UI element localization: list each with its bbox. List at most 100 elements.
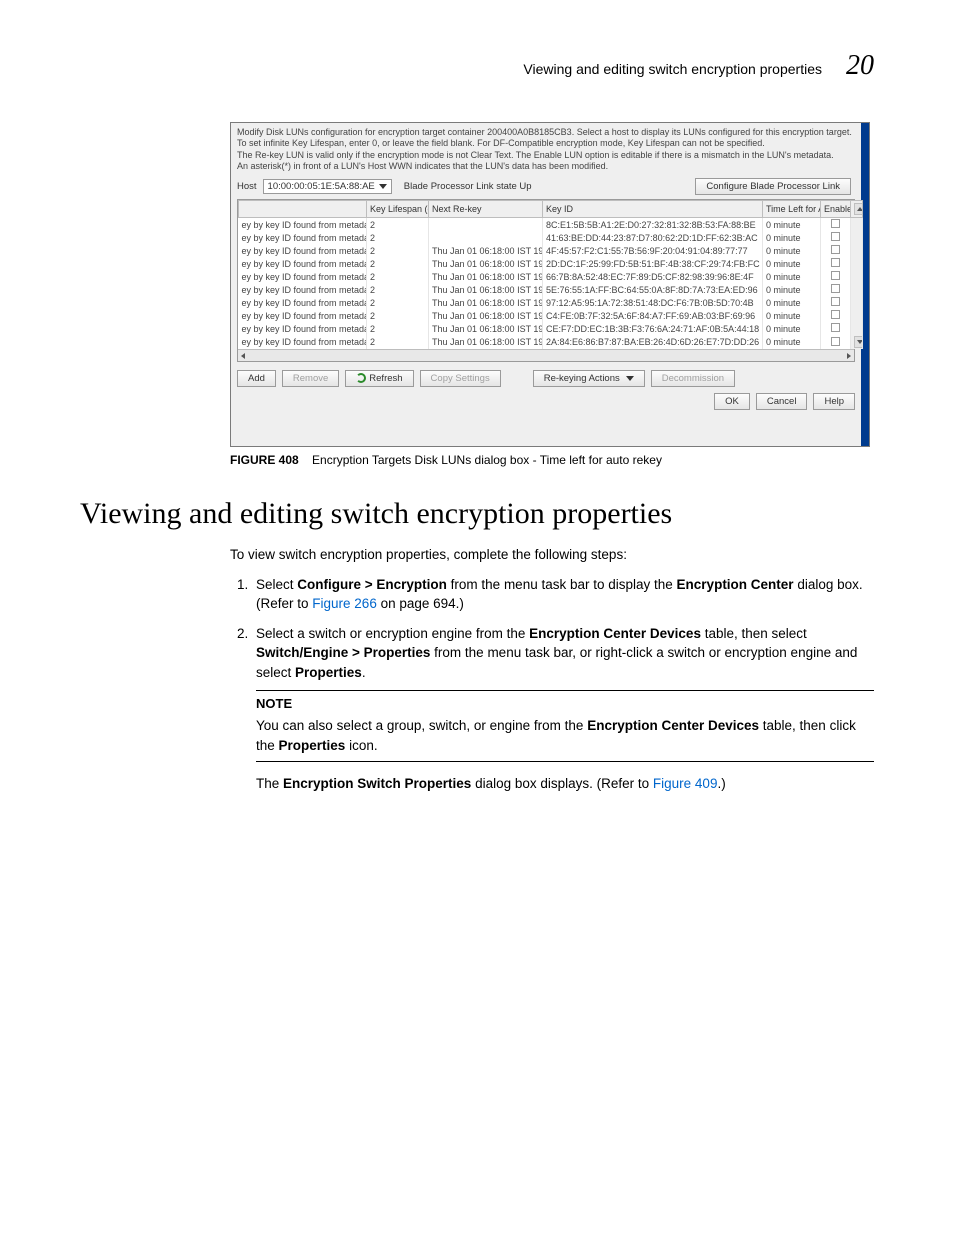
decommission-button[interactable]: Decommission — [651, 370, 735, 387]
table-cell: ey by key ID found from metadata) — [239, 296, 367, 309]
rekey-label: Re-keying Actions — [544, 373, 620, 384]
table-cell: Thu Jan 01 06:18:00 IST 1970 — [429, 257, 543, 270]
table-cell: Thu Jan 01 06:18:00 IST 1970 — [429, 296, 543, 309]
table-cell: C4:FE:0B:7F:32:5A:6F:84:A7:FF:69:AB:03:B… — [543, 309, 763, 322]
scroll-down[interactable] — [854, 336, 863, 348]
enable-cell[interactable] — [821, 218, 851, 232]
dialog-action-row: Add Remove Refresh Copy Settings Re-keyi… — [231, 362, 869, 387]
enable-cell[interactable] — [821, 335, 851, 349]
ui-name: Encryption Switch Properties — [283, 776, 471, 791]
help-button[interactable]: Help — [813, 393, 855, 410]
desc-line: Modify Disk LUNs configuration for encry… — [237, 127, 855, 138]
table-row[interactable]: ey by key ID found from metadata)28C:E1:… — [239, 218, 863, 232]
menu-path: Configure > Encryption — [297, 577, 447, 592]
column-header[interactable]: Enable — [821, 201, 851, 218]
text: table, then select — [701, 626, 807, 641]
ui-name: Encryption Center — [677, 577, 794, 592]
table-cell: 0 minute — [763, 309, 821, 322]
enable-cell[interactable] — [821, 231, 851, 244]
checkbox-icon — [831, 271, 840, 280]
scroll-track[interactable] — [851, 244, 863, 257]
closing-paragraph: The Encryption Switch Properties dialog … — [256, 774, 874, 794]
rekeying-actions-button[interactable]: Re-keying Actions — [533, 370, 645, 387]
scroll-track[interactable] — [851, 335, 863, 349]
column-header[interactable]: Time Left for Auto Re-key — [763, 201, 821, 218]
table-row[interactable]: ey by key ID found from metadata)2Thu Ja… — [239, 309, 863, 322]
table-row[interactable]: ey by key ID found from metadata)2Thu Ja… — [239, 296, 863, 309]
enable-cell[interactable] — [821, 270, 851, 283]
text: on page 694.) — [377, 596, 464, 611]
scroll-track[interactable] — [851, 231, 863, 244]
table-cell: 0 minute — [763, 335, 821, 349]
configure-link-button[interactable]: Configure Blade Processor Link — [695, 178, 851, 195]
column-header[interactable] — [239, 201, 367, 218]
scroll-track[interactable] — [851, 296, 863, 309]
column-header[interactable]: Key ID — [543, 201, 763, 218]
table-row[interactable]: ey by key ID found from metadata)2Thu Ja… — [239, 244, 863, 257]
ui-name: Encryption Center Devices — [529, 626, 701, 641]
scroll-up[interactable] — [851, 201, 863, 218]
copy-settings-button[interactable]: Copy Settings — [420, 370, 501, 387]
table-row[interactable]: ey by key ID found from metadata)2Thu Ja… — [239, 257, 863, 270]
scroll-track[interactable] — [851, 257, 863, 270]
table-cell: Thu Jan 01 06:18:00 IST 1970 — [429, 309, 543, 322]
ok-button[interactable]: OK — [714, 393, 750, 410]
figure-link[interactable]: Figure 409 — [653, 776, 718, 791]
table-cell: 2D:DC:1F:25:99:FD:5B:51:BF:4B:38:CF:29:7… — [543, 257, 763, 270]
table-cell: 0 minute — [763, 296, 821, 309]
column-header[interactable]: Key Lifespan (days) — [367, 201, 429, 218]
note-text: You can also select a group, switch, or … — [256, 716, 874, 755]
scroll-track[interactable] — [851, 270, 863, 283]
scroll-left-icon — [241, 353, 245, 359]
text: from the menu task bar to display the — [447, 577, 677, 592]
remove-button[interactable]: Remove — [282, 370, 339, 387]
text: . — [362, 665, 366, 680]
scroll-right-icon — [847, 353, 851, 359]
horizontal-scrollbar[interactable] — [238, 349, 854, 361]
scroll-track[interactable] — [851, 218, 863, 232]
chevron-down-icon — [379, 184, 387, 189]
table-cell: CE:F7:DD:EC:1B:3B:F3:76:6A:24:71:AF:0B:5… — [543, 322, 763, 335]
column-header[interactable]: Next Re-key — [429, 201, 543, 218]
table-cell: ey by key ID found from metadata) — [239, 257, 367, 270]
table-row[interactable]: ey by key ID found from metadata)241:63:… — [239, 231, 863, 244]
host-label: Host — [237, 181, 257, 192]
scroll-track[interactable] — [851, 322, 863, 335]
figure-link[interactable]: Figure 266 — [312, 596, 377, 611]
step-item: Select Configure > Encryption from the m… — [252, 575, 874, 614]
checkbox-icon — [831, 284, 840, 293]
table-cell: 41:63:BE:DD:44:23:87:D7:80:62:2D:1D:FF:6… — [543, 231, 763, 244]
host-row: Host 10:00:00:05:1E:5A:88:AE Blade Proce… — [231, 174, 869, 199]
step-item: Select a switch or encryption engine fro… — [252, 624, 874, 794]
table-row[interactable]: ey by key ID found from metadata)2Thu Ja… — [239, 322, 863, 335]
table-cell: Thu Jan 01 06:18:00 IST 1970 — [429, 335, 543, 349]
cancel-button[interactable]: Cancel — [756, 393, 808, 410]
table-cell: 2 — [367, 218, 429, 232]
running-title: Viewing and editing switch encryption pr… — [523, 61, 822, 77]
add-button[interactable]: Add — [237, 370, 276, 387]
enable-cell[interactable] — [821, 296, 851, 309]
scroll-track[interactable] — [851, 283, 863, 296]
table-cell — [429, 218, 543, 232]
enable-cell[interactable] — [821, 283, 851, 296]
table-cell: 2 — [367, 244, 429, 257]
figure-label: FIGURE 408 — [230, 453, 299, 467]
enable-cell[interactable] — [821, 244, 851, 257]
scroll-track[interactable] — [851, 309, 863, 322]
table-cell: 2 — [367, 296, 429, 309]
refresh-button[interactable]: Refresh — [345, 370, 413, 387]
table-row[interactable]: ey by key ID found from metadata)2Thu Ja… — [239, 335, 863, 349]
text: dialog box displays. (Refer to — [471, 776, 653, 791]
host-dropdown[interactable]: 10:00:00:05:1E:5A:88:AE — [263, 179, 392, 194]
enable-cell[interactable] — [821, 322, 851, 335]
table-row[interactable]: ey by key ID found from metadata)2Thu Ja… — [239, 283, 863, 296]
table-cell: Thu Jan 01 06:18:00 IST 1970 — [429, 244, 543, 257]
table-cell: Thu Jan 01 06:18:00 IST 1970 — [429, 283, 543, 296]
dialog-footer: OK Cancel Help — [231, 387, 869, 416]
table-cell: 2 — [367, 257, 429, 270]
page: Viewing and editing switch encryption pr… — [0, 0, 954, 864]
table-cell: ey by key ID found from metadata) — [239, 309, 367, 322]
enable-cell[interactable] — [821, 309, 851, 322]
enable-cell[interactable] — [821, 257, 851, 270]
table-row[interactable]: ey by key ID found from metadata)2Thu Ja… — [239, 270, 863, 283]
